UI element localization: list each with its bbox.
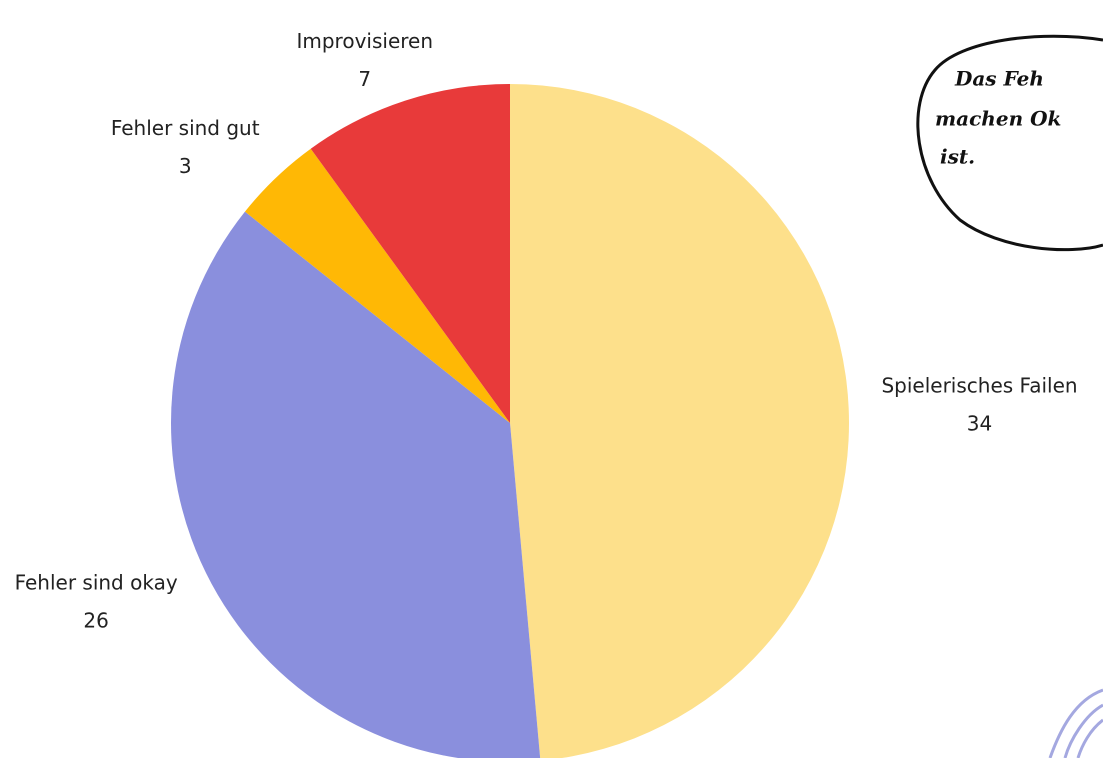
sketch-text: ist. xyxy=(940,145,975,169)
pie-slice xyxy=(171,211,541,758)
sketch-decoration: Das Feh machen Ok ist. xyxy=(916,34,1103,758)
slice-value: 34 xyxy=(967,411,992,435)
slice-label: Fehler sind okay xyxy=(15,571,178,595)
pie-slice xyxy=(244,148,511,424)
slice-label: Improvisieren xyxy=(296,29,433,53)
sketch-text: machen Ok xyxy=(935,107,1061,131)
slice-label: Fehler sind gut xyxy=(111,116,260,140)
slice-value: 7 xyxy=(358,67,371,91)
slice-label: Spielerisches Failen xyxy=(881,373,1077,397)
pie-slice xyxy=(510,84,849,758)
sketch-text: Das Feh xyxy=(954,67,1044,91)
slice-value: 26 xyxy=(83,609,108,633)
pie-slice xyxy=(310,84,510,423)
slice-value: 3 xyxy=(179,154,192,178)
